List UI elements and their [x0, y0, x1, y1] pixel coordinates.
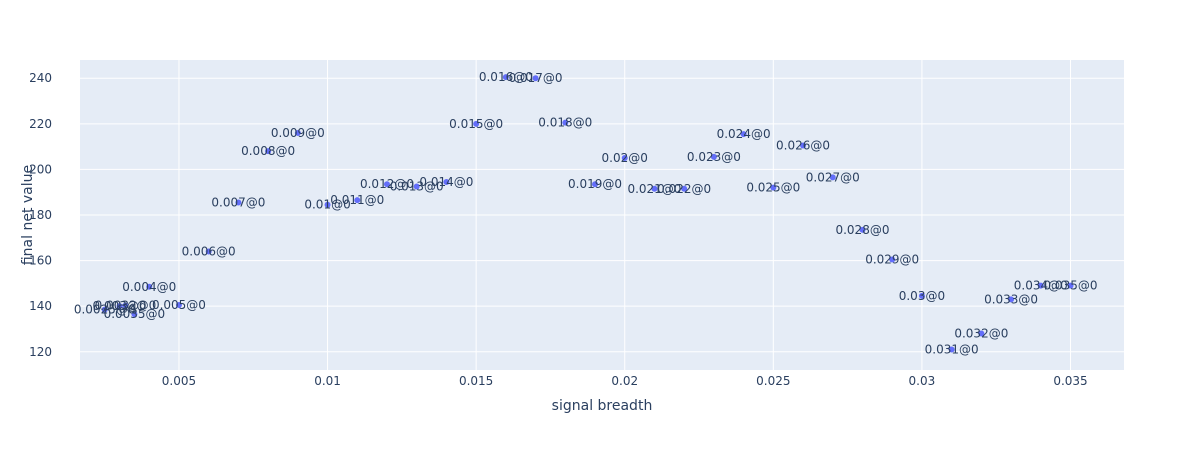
- y-tick-label: 240: [29, 71, 52, 85]
- data-point: [354, 197, 361, 204]
- data-point: [592, 181, 599, 188]
- data-label: 0.035@0: [1044, 279, 1098, 293]
- data-point: [1067, 282, 1074, 289]
- x-tick-label: 0.01: [314, 374, 341, 388]
- data-label: 0.009@0: [271, 126, 325, 140]
- x-tick-label: 0.03: [909, 374, 936, 388]
- data-label: 0.005@0: [152, 298, 206, 312]
- data-label: 0.0025@0: [74, 303, 136, 317]
- data-point: [116, 303, 123, 310]
- data-label: 0.015@0: [449, 117, 503, 131]
- data-point: [131, 311, 138, 318]
- x-axis-ticks: 0.005 0.01 0.015 0.02 0.025 0.03 0.035: [162, 374, 1088, 388]
- data-point: [146, 283, 153, 290]
- data-point: [413, 183, 420, 190]
- data-point: [562, 119, 569, 126]
- y-tick-label: 180: [29, 208, 52, 222]
- y-tick-label: 140: [29, 299, 52, 313]
- y-tick-label: 200: [29, 162, 52, 176]
- data-point: [175, 302, 182, 309]
- data-point: [800, 142, 807, 149]
- data-point: [829, 174, 836, 181]
- y-axis-title: final net value: [20, 165, 36, 265]
- data-label: 0.01@0: [304, 198, 350, 212]
- data-label: 0.017@0: [509, 71, 563, 85]
- data-label: 0.034@0: [1014, 279, 1068, 293]
- data-label: 0.008@0: [241, 144, 295, 158]
- data-label: 0.021@0: [627, 182, 681, 196]
- data-point: [710, 153, 717, 160]
- data-label: 0.019@0: [568, 177, 622, 191]
- data-label: 0.033@0: [984, 292, 1038, 306]
- data-point: [235, 199, 242, 206]
- data-label: 0.022@0: [657, 182, 711, 196]
- data-point: [1008, 296, 1015, 303]
- data-point: [324, 201, 331, 208]
- data-label: 0.018@0: [538, 116, 592, 130]
- data-point: [473, 120, 480, 127]
- data-label: 0.011@0: [330, 193, 384, 207]
- x-axis-title: signal breadth: [552, 398, 653, 414]
- data-label: 0.032@0: [954, 327, 1008, 341]
- data-label: 0.012@0: [360, 177, 414, 191]
- data-point: [443, 178, 450, 185]
- data-label: 0.013@0: [390, 180, 444, 194]
- data-label: 0.028@0: [835, 223, 889, 237]
- grid-lines: [80, 60, 1124, 370]
- x-tick-label: 0.025: [756, 374, 790, 388]
- x-tick-label: 0.02: [611, 374, 638, 388]
- x-tick-label: 0.015: [459, 374, 493, 388]
- y-tick-label: 120: [29, 345, 52, 359]
- data-point: [651, 185, 658, 192]
- data-label: 0.02@0: [602, 151, 648, 165]
- data-label: 0.0035@0: [104, 307, 166, 321]
- data-point: [383, 181, 390, 188]
- data-point: [740, 131, 747, 138]
- data-point: [294, 129, 301, 136]
- data-point: [889, 256, 896, 263]
- data-label: 0.027@0: [806, 170, 860, 184]
- data-label: 0.007@0: [211, 195, 265, 209]
- data-point: [1037, 282, 1044, 289]
- data-label: 0.031@0: [925, 342, 979, 356]
- data-label: 0.016@0: [479, 70, 533, 84]
- data-point: [502, 74, 509, 81]
- data-label: 0.029@0: [865, 252, 919, 266]
- data-label: 0.003@0: [93, 299, 147, 313]
- data-label: 0.023@0: [687, 150, 741, 164]
- data-point: [681, 185, 688, 192]
- data-point: [621, 155, 628, 162]
- data-label: 0.024@0: [717, 127, 771, 141]
- data-point: [770, 184, 777, 191]
- data-label: 0.026@0: [776, 138, 830, 152]
- data-point: [978, 330, 985, 337]
- y-axis-ticks: 120 140 160 180 200 220 240: [29, 71, 52, 359]
- data-point: [101, 306, 108, 313]
- data-point: [859, 226, 866, 233]
- y-tick-label: 220: [29, 117, 52, 131]
- data-label: 0.004@0: [122, 280, 176, 294]
- data-point: [532, 75, 539, 82]
- data-point: [205, 248, 212, 255]
- data-label: 0.0032@0: [95, 298, 157, 312]
- data-point: [265, 148, 272, 155]
- x-tick-label: 0.035: [1053, 374, 1087, 388]
- data-label: 0.006@0: [182, 244, 236, 258]
- y-tick-label: 160: [29, 254, 52, 268]
- data-label: 0.025@0: [746, 181, 800, 195]
- data-label: 0.03@0: [899, 289, 945, 303]
- data-points: [101, 74, 1074, 353]
- data-point: [122, 302, 129, 309]
- data-point: [948, 346, 955, 353]
- point-labels: 0.0025@00.003@00.0032@00.0035@0 0.004@0 0.…: [74, 70, 1098, 356]
- x-tick-label: 0.005: [162, 374, 196, 388]
- data-label: 0.014@0: [419, 175, 473, 189]
- data-point: [918, 292, 925, 299]
